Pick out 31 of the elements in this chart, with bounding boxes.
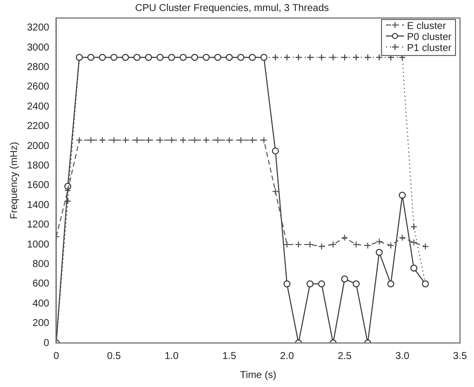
y-tick-label: 800 [32, 258, 50, 270]
chart-title: CPU Cluster Frequencies, mmul, 3 Threads [135, 2, 329, 14]
y-tick-label: 2400 [26, 101, 50, 112]
y-tick-label: 3000 [26, 42, 50, 54]
y-tick-label: 200 [32, 318, 50, 330]
x-tick-label: 3.0 [395, 350, 410, 362]
x-tick-label: 1.5 [222, 350, 237, 362]
y-tick-label: 1000 [26, 239, 50, 250]
x-tick-label: 2.5 [338, 350, 352, 362]
y-tick-label: 2800 [26, 62, 50, 73]
x-axis-title: Time (s) [240, 370, 276, 381]
y-tick-label: 2600 [26, 82, 50, 93]
x-tick-label: 1.0 [164, 350, 179, 362]
y-tick-label: 2000 [26, 140, 50, 152]
x-tick-label: 0.5 [106, 350, 122, 362]
legend-label: E cluster [407, 21, 446, 32]
y-tick-label: 600 [32, 278, 50, 290]
y-tick-label: 0 [44, 338, 50, 349]
legend-label: P1 cluster [407, 43, 452, 54]
x-tick-label: 3.5 [453, 350, 468, 362]
x-tick-label: 2.0 [280, 350, 294, 362]
legend-label: P0 cluster [407, 32, 452, 43]
y-tick-label: 1600 [26, 180, 50, 192]
y-axis-title: Frequency (mHz) [8, 142, 20, 220]
y-tick-label: 1200 [26, 220, 50, 231]
x-tick-label: 0 [53, 350, 60, 362]
y-tick-label: 3200 [26, 22, 50, 34]
y-tick-label: 1400 [26, 200, 50, 211]
y-tick-label: 400 [32, 298, 50, 310]
y-tick-label: 2200 [26, 121, 50, 132]
y-tick-label: 1800 [26, 160, 50, 172]
